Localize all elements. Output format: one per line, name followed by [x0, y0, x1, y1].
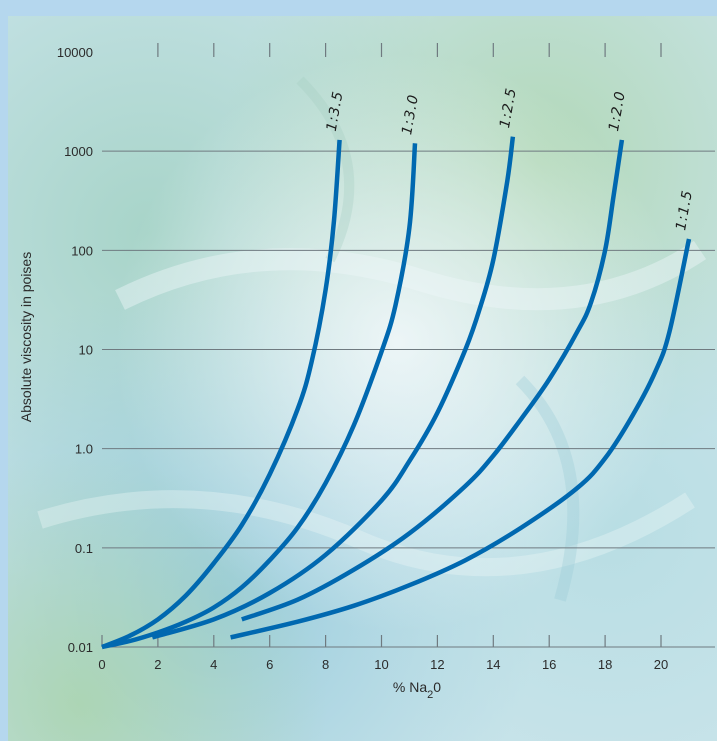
x-tick-label-14: 14 — [486, 657, 500, 672]
x-tick-label-0: 0 — [98, 657, 105, 672]
series-line-1-1-5 — [230, 238, 692, 640]
x-tick-label-4: 4 — [210, 657, 217, 672]
series-line-1-3-0 — [101, 143, 418, 650]
x-axis-title-sub: 2 — [427, 689, 433, 701]
x-axis-title-tail: 0 — [433, 679, 441, 695]
y-tick-label-0.1: 0.1 — [75, 541, 93, 556]
x-tick-label-18: 18 — [598, 657, 612, 672]
axes: 0.01 0.1 1.0 10 100 1000 10000 0 2 4 6 8 10 12 14 16 18 2… — [57, 43, 715, 672]
y-tick-label-1000: 1000 — [64, 144, 93, 159]
series-label-1-2-5: 1:2.5 — [497, 86, 520, 129]
series-labels: 1:3.5 1:3.0 1:2.5 1:2.0 1:1.5 — [324, 86, 696, 231]
y-tick-label-10: 10 — [79, 343, 93, 358]
x-axis-title: % Na20 — [393, 679, 441, 701]
series-label-1-2-0: 1:2.0 — [606, 90, 629, 133]
y-tick-label-100: 100 — [71, 243, 93, 258]
gridlines — [102, 150, 715, 549]
series-curves — [101, 136, 692, 650]
x-tick-label-8: 8 — [322, 657, 329, 672]
y-tick-label-0.01: 0.01 — [68, 640, 93, 655]
x-tick-label-10: 10 — [374, 657, 388, 672]
y-axis-title: Absolute viscosity in poises — [18, 252, 34, 422]
series-line-1-3-5 — [101, 139, 342, 650]
y-tick-label-1.0: 1.0 — [75, 442, 93, 457]
series-label-1-1-5: 1:1.5 — [673, 189, 696, 232]
series-line-1-2-5 — [151, 136, 516, 640]
series-line-1-2-0 — [241, 139, 625, 622]
x-tick-label-20: 20 — [654, 657, 668, 672]
x-tick-label-16: 16 — [542, 657, 556, 672]
series-label-1-3-5: 1:3.5 — [324, 90, 347, 133]
x-tick-label-12: 12 — [430, 657, 444, 672]
y-tick-label-10000: 10000 — [57, 45, 93, 60]
series-label-1-3-0: 1:3.0 — [399, 93, 422, 136]
x-axis-title-main: % Na — [393, 679, 427, 695]
x-tick-label-2: 2 — [154, 657, 161, 672]
marble-background — [8, 16, 717, 741]
x-tick-label-6: 6 — [266, 657, 273, 672]
